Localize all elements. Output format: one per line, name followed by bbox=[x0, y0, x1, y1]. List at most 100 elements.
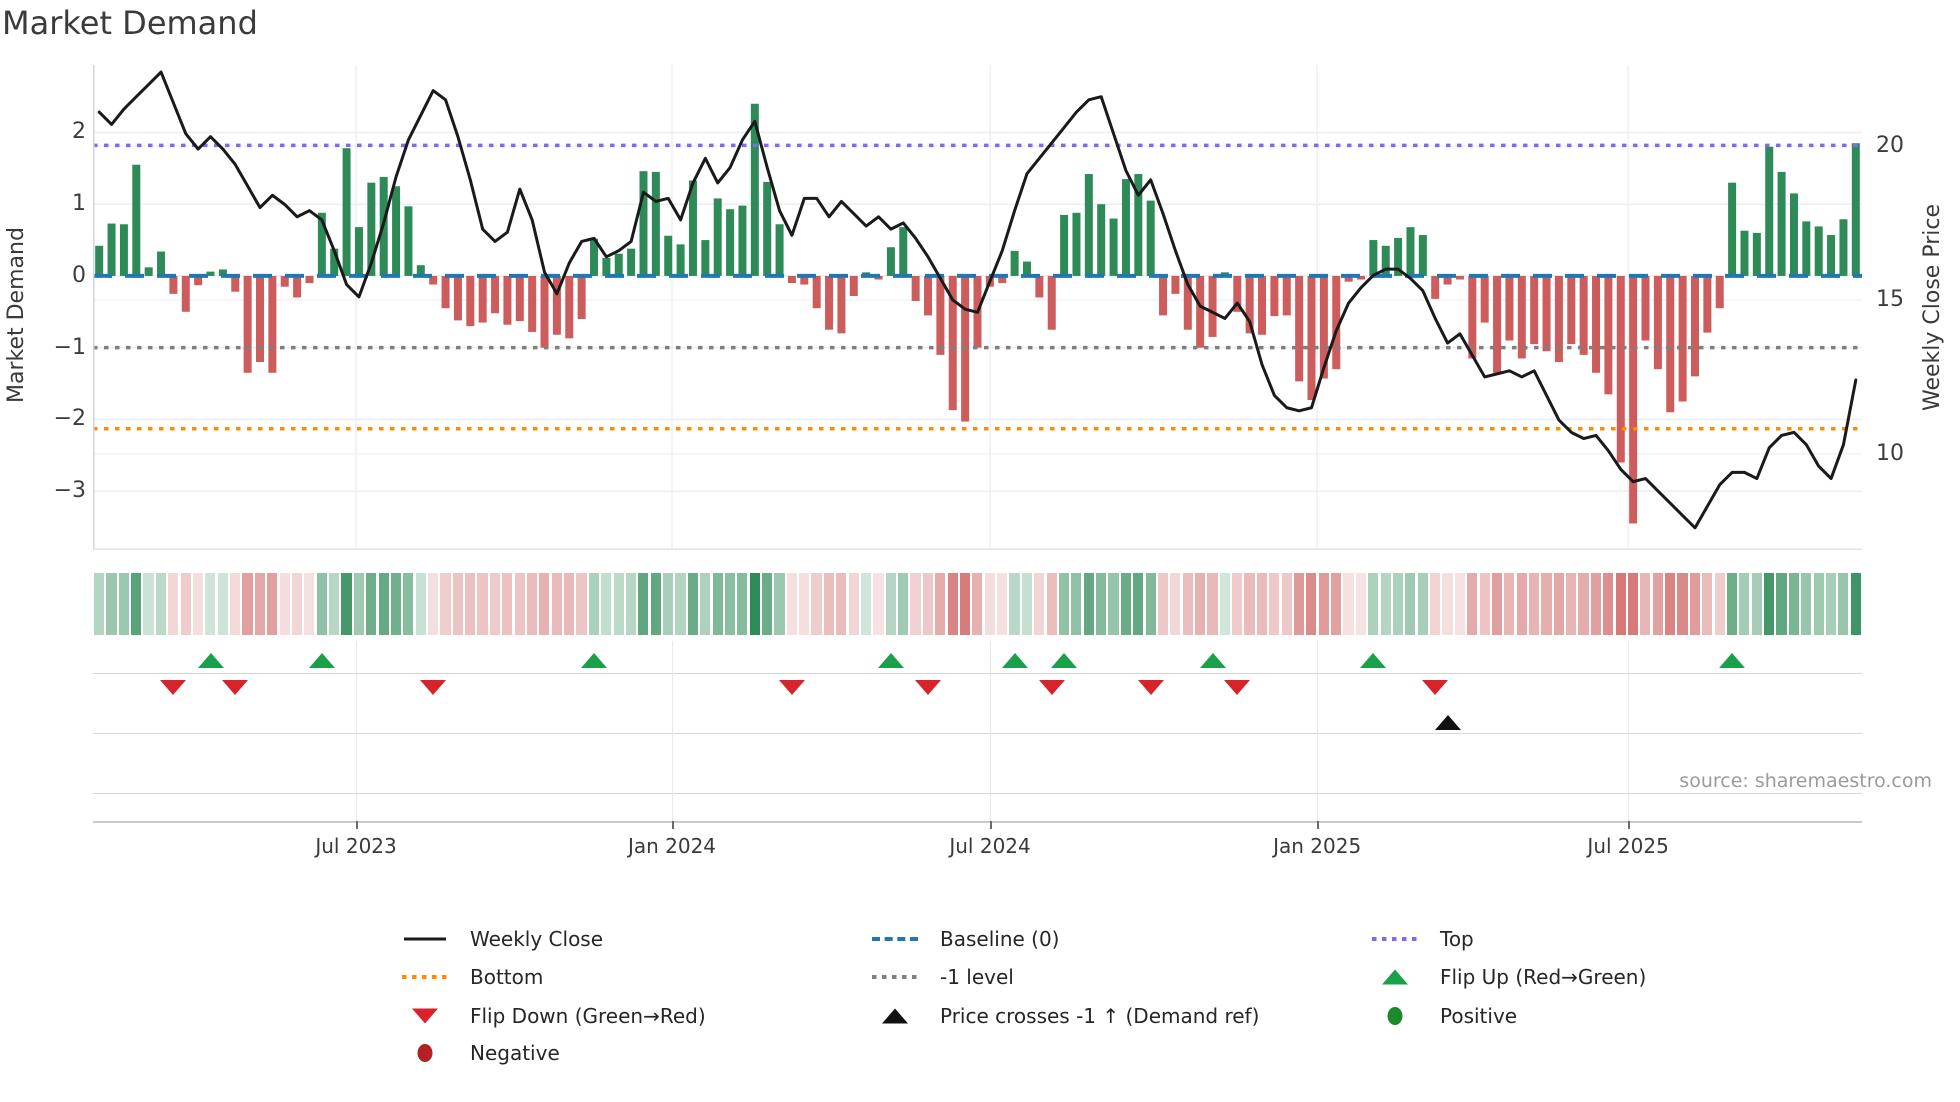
heatmap-cell bbox=[910, 573, 921, 635]
heatmap-cell bbox=[489, 573, 501, 635]
left-tick-label: 0 bbox=[72, 262, 86, 288]
demand-bar bbox=[948, 275, 957, 411]
heatmap-cell bbox=[1318, 573, 1329, 635]
demand-bar bbox=[886, 247, 895, 276]
legend-label: Flip Down (Green→Red) bbox=[470, 1004, 706, 1028]
heatmap-cell bbox=[947, 573, 958, 635]
heatmap-cell bbox=[762, 573, 773, 635]
heatmap-cell bbox=[1491, 573, 1503, 635]
demand-bar bbox=[825, 275, 834, 330]
demand-bar bbox=[1109, 218, 1118, 276]
heatmap-cell bbox=[1528, 573, 1540, 635]
legend-label: Baseline (0) bbox=[940, 927, 1060, 951]
demand-bar bbox=[330, 248, 339, 276]
demand-bar bbox=[169, 275, 178, 294]
flip-down-marker bbox=[915, 680, 942, 695]
heatmap-cell bbox=[1269, 573, 1280, 635]
heatmap-cell bbox=[1430, 573, 1441, 635]
heatmap-cell bbox=[984, 573, 995, 635]
heatmap-cell bbox=[180, 573, 191, 635]
heatmap-cell bbox=[712, 573, 723, 635]
demand-bar bbox=[1159, 275, 1168, 316]
demand-bar bbox=[95, 245, 104, 276]
demand-bar bbox=[787, 275, 796, 284]
heatmap-cell bbox=[502, 573, 513, 635]
heatmap-cell bbox=[836, 573, 847, 635]
left-tick-label: −1 bbox=[53, 334, 86, 360]
demand-bar bbox=[218, 269, 227, 276]
heatmap-cell bbox=[378, 573, 389, 635]
heatmap-cell bbox=[687, 573, 698, 635]
weekly-close-line bbox=[97, 70, 1858, 530]
heatmap-cell bbox=[1293, 573, 1305, 635]
heatmap-cell bbox=[675, 573, 686, 635]
x-tick-label: Jul 2025 bbox=[1587, 834, 1669, 858]
legend-swatch bbox=[872, 937, 918, 941]
heatmap-cell bbox=[700, 573, 711, 635]
demand-bar bbox=[367, 182, 376, 276]
source-credit: source: sharemaestro.com bbox=[1679, 770, 1932, 792]
heatmap-cell bbox=[1046, 573, 1057, 635]
flip-up-marker bbox=[308, 653, 335, 668]
demand-bar bbox=[206, 271, 215, 276]
demand-bar bbox=[107, 223, 116, 276]
demand-bar bbox=[1233, 275, 1242, 312]
heatmap-cell bbox=[94, 573, 105, 635]
heatmap-cell bbox=[922, 573, 933, 635]
right-tick-label: 15 bbox=[1876, 286, 1904, 312]
demand-bar bbox=[392, 186, 401, 276]
demand-bar bbox=[1851, 143, 1860, 276]
demand-bar bbox=[194, 275, 203, 286]
demand-bar bbox=[899, 227, 908, 276]
demand-bar bbox=[503, 275, 512, 325]
heatmap-cell bbox=[526, 573, 538, 635]
demand-bar bbox=[1480, 275, 1489, 323]
legend-swatch bbox=[1382, 969, 1408, 985]
demand-bar bbox=[1715, 275, 1724, 309]
heatmap-cell bbox=[1479, 573, 1490, 635]
demand-bar bbox=[1072, 212, 1081, 276]
demand-bar bbox=[590, 238, 599, 276]
demand-bar bbox=[404, 206, 413, 276]
heatmap-cell bbox=[1108, 573, 1119, 635]
legend-label: Positive bbox=[1440, 1004, 1518, 1028]
heatmap-cell bbox=[1442, 573, 1453, 635]
legend-marker-dot-orange bbox=[402, 975, 448, 979]
heatmap-cell bbox=[131, 573, 142, 635]
heatmap-cell bbox=[1801, 573, 1812, 635]
heatmap-cell bbox=[1392, 573, 1404, 635]
demand-bar bbox=[280, 275, 289, 287]
heatmap-cell bbox=[1677, 573, 1688, 635]
demand-bar bbox=[1554, 275, 1563, 363]
heatmap-cell bbox=[1219, 573, 1230, 635]
heatmap-cell bbox=[1355, 573, 1366, 635]
heatmap-cell bbox=[1553, 573, 1564, 635]
heatmap-cell bbox=[192, 573, 204, 635]
heatmap-cell bbox=[1838, 573, 1849, 635]
demand-bar bbox=[1097, 204, 1106, 276]
heatmap-cell bbox=[1120, 573, 1131, 635]
demand-bar bbox=[1431, 275, 1440, 299]
flip-up-marker bbox=[1051, 653, 1078, 668]
demand-bar bbox=[144, 267, 153, 276]
demand-bar bbox=[515, 275, 524, 322]
heatmap-cell bbox=[1058, 573, 1070, 635]
demand-bar bbox=[1567, 275, 1576, 345]
heatmap-cell bbox=[1739, 573, 1750, 635]
legend-label: Negative bbox=[470, 1041, 560, 1065]
heatmap-cell bbox=[1578, 573, 1589, 635]
heatmap-cell bbox=[1516, 573, 1527, 635]
heatmap-cell bbox=[749, 573, 760, 635]
demand-bar bbox=[1592, 275, 1601, 373]
demand-heatmap-strip bbox=[93, 573, 1862, 635]
demand-bar bbox=[639, 171, 648, 276]
flip-down-marker bbox=[1422, 680, 1449, 695]
heatmap-cell bbox=[1207, 573, 1218, 635]
heatmap-cell bbox=[1009, 573, 1020, 635]
heatmap-cell bbox=[1665, 573, 1676, 635]
demand-bar bbox=[1134, 174, 1143, 276]
heatmap-cell bbox=[885, 573, 896, 635]
demand-bar bbox=[1369, 240, 1378, 276]
demand-bar bbox=[478, 275, 487, 323]
heatmap-cell bbox=[1541, 573, 1552, 635]
